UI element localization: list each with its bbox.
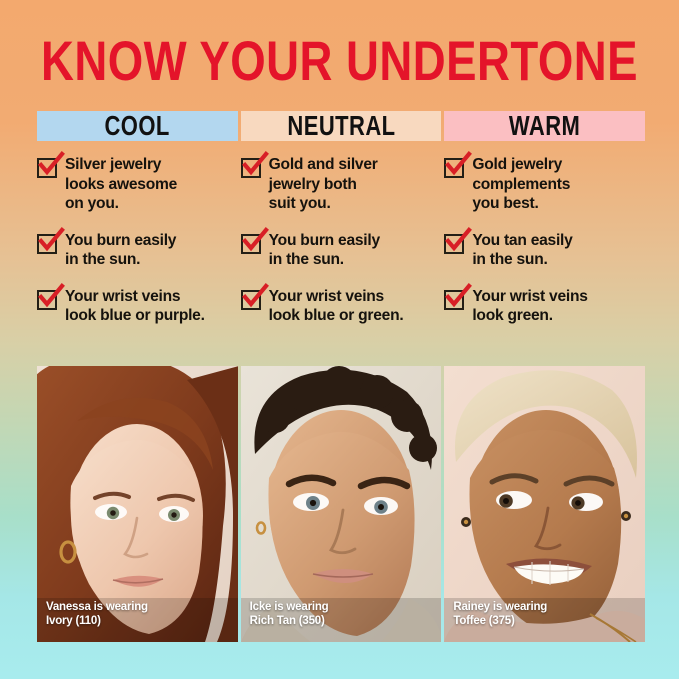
- checklist-neutral: Gold and silver jewelry both suit you. Y…: [240, 151, 442, 326]
- list-item-label: Your wrist veins look blue or green.: [268, 287, 404, 325]
- model-photo-row: Vanessa is wearing Ivory (110): [37, 366, 646, 642]
- model-photo-icke: Icke is wearing Rich Tan (350): [240, 366, 442, 642]
- list-item: You burn easily in the sun.: [240, 226, 442, 270]
- list-item-label: Gold jewelry complements you best.: [472, 156, 571, 212]
- list-item: You burn easily in the sun.: [37, 226, 238, 270]
- checkbox-checked-icon[interactable]: [240, 282, 269, 310]
- checkbox-checked-icon[interactable]: [444, 226, 473, 254]
- checkbox-checked-icon[interactable]: [444, 282, 473, 310]
- list-item: Your wrist veins look blue or purple.: [37, 282, 238, 326]
- photo-caption: Vanessa is wearing Ivory (110): [46, 601, 148, 627]
- portrait-image-vanessa: [37, 366, 238, 642]
- portrait-image-rainey: [444, 366, 646, 642]
- checkbox-checked-icon[interactable]: [444, 151, 473, 178]
- list-item: Your wrist veins look blue or green.: [240, 282, 442, 326]
- column-header-warm-label: WARM: [508, 110, 581, 141]
- checkbox-checked-icon[interactable]: [240, 226, 269, 254]
- undertone-columns: COOL Silver jewelry looks awesome on you…: [37, 110, 646, 343]
- checkbox-checked-icon[interactable]: [37, 151, 65, 178]
- page-title: KNOW YOUR UNDERTONE: [40, 31, 639, 93]
- list-item-label: Your wrist veins look blue or purple.: [65, 287, 205, 325]
- list-item: Silver jewelry looks awesome on you.: [37, 151, 238, 214]
- column-warm: WARM Gold jewelry complements you best. …: [444, 110, 646, 343]
- list-item-label: Your wrist veins look green.: [472, 287, 588, 325]
- list-item-label: You burn easily in the sun.: [65, 231, 177, 269]
- checklist-warm: Gold jewelry complements you best. You t…: [444, 151, 645, 326]
- photo-caption: Rainey is wearing Toffee (375): [453, 601, 548, 627]
- column-neutral: NEUTRAL Gold and silver jewelry both sui…: [240, 110, 442, 343]
- checklist-cool: Silver jewelry looks awesome on you. You…: [37, 151, 238, 326]
- column-header-neutral: NEUTRAL: [240, 110, 442, 141]
- column-header-neutral-label: NEUTRAL: [286, 110, 396, 141]
- list-item: You tan easily in the sun.: [444, 226, 645, 270]
- column-header-cool-label: COOL: [104, 110, 170, 141]
- model-photo-vanessa: Vanessa is wearing Ivory (110): [37, 366, 238, 642]
- list-item: Gold and silver jewelry both suit you.: [240, 151, 442, 214]
- checkbox-checked-icon[interactable]: [240, 151, 269, 178]
- column-header-warm: WARM: [444, 110, 646, 141]
- list-item: Gold jewelry complements you best.: [444, 151, 645, 214]
- portrait-image-icke: [240, 366, 442, 642]
- photo-caption: Icke is wearing Rich Tan (350): [249, 601, 329, 627]
- column-cool: COOL Silver jewelry looks awesome on you…: [37, 110, 238, 343]
- list-item-label: Gold and silver jewelry both suit you.: [268, 156, 378, 212]
- list-item-label: Silver jewelry looks awesome on you.: [65, 156, 178, 212]
- checkbox-checked-icon[interactable]: [37, 226, 65, 254]
- list-item: Your wrist veins look green.: [444, 282, 645, 326]
- checkbox-checked-icon[interactable]: [37, 282, 65, 310]
- model-photo-rainey: Rainey is wearing Toffee (375): [444, 366, 646, 642]
- column-header-cool: COOL: [37, 110, 238, 141]
- list-item-label: You burn easily in the sun.: [268, 231, 380, 269]
- list-item-label: You tan easily in the sun.: [472, 231, 573, 269]
